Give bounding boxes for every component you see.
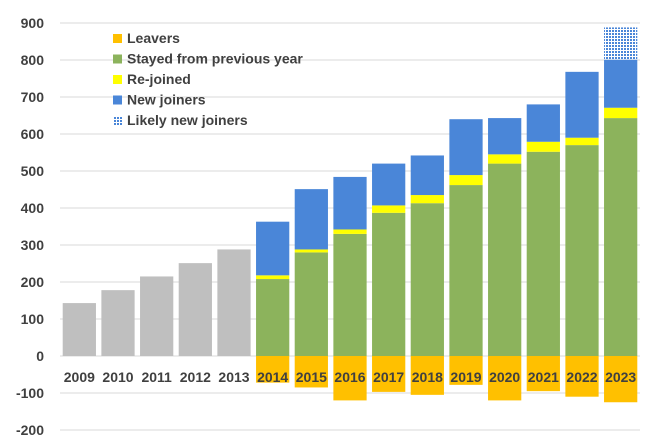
y-tick-label: 600: [21, 126, 45, 142]
bar-stayed-from-previous-year-2016: [333, 233, 367, 356]
y-tick-label: 900: [21, 15, 45, 31]
x-tick-label-2010: 2010: [102, 369, 133, 385]
bar-re-joined-2016: [333, 229, 367, 234]
legend-label: Likely new joiners: [127, 112, 248, 128]
bar-leavers-2018: [410, 356, 444, 395]
bar-leavers-2023: [604, 356, 638, 403]
bar-leavers-2016: [333, 356, 367, 401]
bar-likely-new-joiners-2023: [604, 27, 638, 60]
legend-swatch: [113, 75, 122, 84]
x-tick-label-2023: 2023: [605, 369, 636, 385]
bar-stayed-from-previous-year-2017: [372, 212, 406, 356]
y-tick-label: 800: [21, 52, 45, 68]
bar-total-2011: [140, 276, 174, 356]
x-tick-label-2021: 2021: [528, 369, 559, 385]
y-tick-label: 100: [21, 311, 45, 327]
y-tick-label: 0: [36, 348, 44, 364]
x-tick-label-2012: 2012: [180, 369, 211, 385]
x-tick-label-2013: 2013: [218, 369, 249, 385]
legend-swatch: [113, 54, 122, 64]
bar-new-joiners-2017: [372, 163, 406, 206]
legend-label: Stayed from previous year: [127, 51, 303, 67]
bar-re-joined-2023: [604, 107, 638, 119]
bar-total-2012: [178, 263, 212, 356]
legend-swatch: [113, 95, 122, 105]
bar-new-joiners-2019: [449, 119, 483, 176]
bar-leavers-2019: [449, 356, 483, 385]
bar-new-joiners-2014: [256, 221, 290, 276]
bar-stayed-from-previous-year-2021: [526, 151, 560, 356]
bar-stayed-from-previous-year-2020: [488, 163, 522, 356]
x-tick-label-2009: 2009: [64, 369, 95, 385]
bar-re-joined-2018: [410, 195, 444, 204]
x-tick-label-2016: 2016: [334, 369, 365, 385]
bar-new-joiners-2016: [333, 176, 367, 230]
bar-new-joiners-2021: [526, 104, 560, 142]
bar-re-joined-2017: [372, 205, 406, 213]
y-tick-label: 300: [21, 237, 45, 253]
bar-stayed-from-previous-year-2015: [294, 252, 328, 356]
bar-leavers-2014: [256, 356, 290, 383]
bar-total-2013: [217, 249, 251, 356]
x-tick-label-2019: 2019: [450, 369, 481, 385]
bar-new-joiners-2023: [604, 59, 638, 108]
bar-stayed-from-previous-year-2022: [565, 145, 599, 356]
x-tick-label-2014: 2014: [257, 369, 288, 385]
bar-stayed-from-previous-year-2019: [449, 185, 483, 356]
bar-leavers-2020: [488, 356, 522, 401]
legend-label: New joiners: [127, 92, 206, 108]
bar-new-joiners-2015: [294, 189, 328, 250]
bar-re-joined-2015: [294, 249, 328, 253]
x-tick-label-2011: 2011: [141, 369, 172, 385]
bar-leavers-2021: [526, 356, 560, 392]
y-tick-label: 200: [21, 274, 45, 290]
bar-total-2009: [62, 303, 96, 356]
bar-new-joiners-2022: [565, 71, 599, 138]
legend-swatch: [113, 116, 122, 125]
y-tick-label: 700: [21, 89, 45, 105]
legend-label: Re-joined: [127, 71, 191, 87]
bar-new-joiners-2020: [488, 118, 522, 155]
bar-leavers-2017: [372, 356, 406, 392]
x-tick-label-2015: 2015: [296, 369, 327, 385]
bar-total-2010: [101, 290, 135, 356]
bar-re-joined-2019: [449, 175, 483, 186]
bar-re-joined-2021: [526, 141, 560, 152]
bar-re-joined-2022: [565, 137, 599, 146]
legend-swatch: [113, 34, 122, 43]
x-tick-label-2020: 2020: [489, 369, 520, 385]
bar-re-joined-2014: [256, 275, 290, 280]
bar-stayed-from-previous-year-2023: [604, 118, 638, 356]
bar-leavers-2022: [565, 356, 599, 397]
y-tick-label: 500: [21, 163, 45, 179]
legend-label: Leavers: [127, 30, 180, 46]
bar-stayed-from-previous-year-2018: [410, 203, 444, 356]
bar-new-joiners-2018: [410, 155, 444, 196]
x-tick-label-2018: 2018: [412, 369, 443, 385]
x-tick-label-2022: 2022: [566, 369, 597, 385]
bar-stayed-from-previous-year-2014: [256, 279, 290, 356]
bar-leavers-2015: [294, 356, 328, 388]
y-tick-label: -200: [16, 422, 44, 435]
y-tick-label: -100: [16, 385, 44, 401]
bar-re-joined-2020: [488, 154, 522, 164]
x-tick-label-2017: 2017: [373, 369, 404, 385]
y-tick-label: 400: [21, 200, 45, 216]
